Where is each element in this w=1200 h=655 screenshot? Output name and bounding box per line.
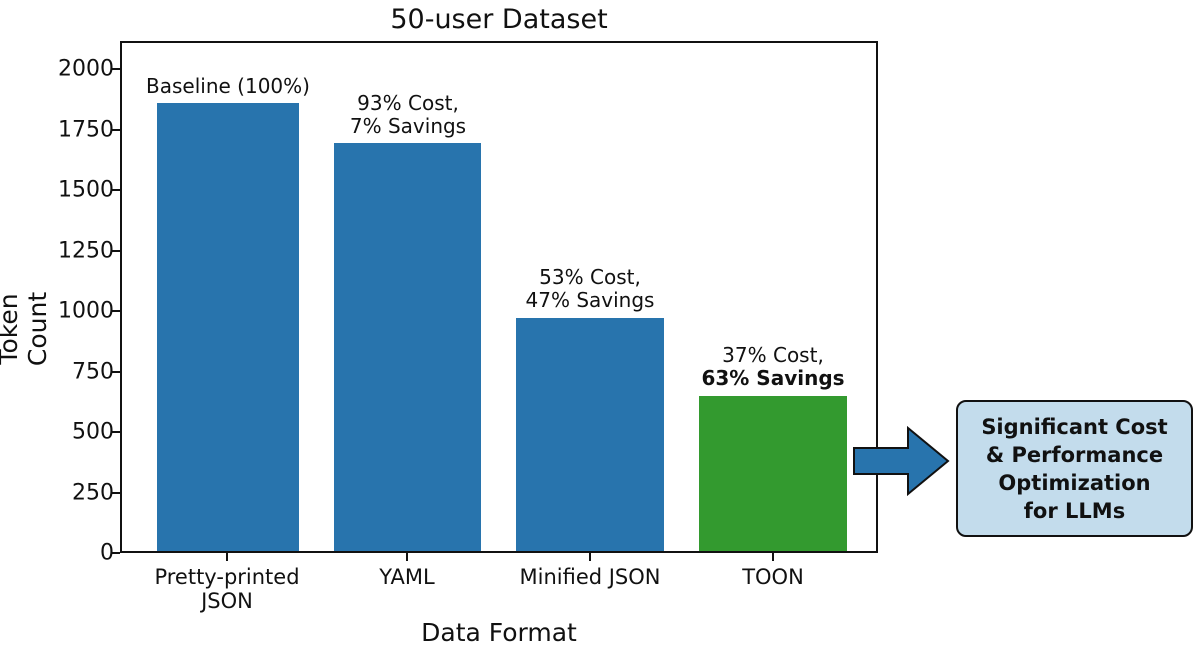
x-tick-label: TOON bbox=[742, 565, 804, 589]
callout-box: Significant Cost & Performance Optimizat… bbox=[956, 400, 1193, 537]
y-tick-mark bbox=[112, 431, 120, 433]
callout-line: Optimization bbox=[998, 470, 1151, 495]
y-tick-label: 1500 bbox=[58, 177, 114, 203]
x-tick-line: JSON bbox=[201, 589, 253, 613]
x-tick-line: Pretty-printed bbox=[154, 565, 300, 589]
x-tick-line: TOON bbox=[742, 565, 804, 589]
y-tick-mark bbox=[112, 128, 120, 131]
y-axis-label: Token Count bbox=[0, 291, 52, 367]
y-tick-mark bbox=[112, 552, 120, 554]
y-tick-label: 750 bbox=[72, 359, 114, 384]
x-tick-label: YAML bbox=[379, 565, 434, 589]
bar-label-line: 93% Cost, bbox=[357, 91, 459, 115]
callout-text: Significant Cost & Performance Optimizat… bbox=[981, 413, 1167, 525]
x-tick-mark bbox=[589, 553, 591, 561]
callout-line: Significant Cost bbox=[981, 414, 1168, 439]
bar-label-line: Baseline (100%) bbox=[146, 74, 310, 98]
callout-line: & Performance bbox=[985, 442, 1164, 467]
right-arrow-icon bbox=[853, 426, 950, 496]
y-tick-mark bbox=[112, 249, 120, 252]
bar-yaml bbox=[334, 143, 481, 553]
x-tick-line: Minified JSON bbox=[519, 565, 661, 589]
bar-label-line: 47% Savings bbox=[525, 288, 655, 312]
x-axis-label: Data Format bbox=[421, 618, 577, 647]
y-tick-mark bbox=[112, 491, 120, 494]
y-tick-mark bbox=[112, 310, 120, 312]
y-tick-label: 1250 bbox=[58, 238, 114, 263]
bar-label-line: 63% Savings bbox=[701, 366, 845, 390]
x-tick-label: Minified JSON bbox=[519, 565, 660, 589]
x-tick-mark bbox=[772, 553, 774, 561]
bar-minified-json bbox=[516, 318, 664, 553]
bar-label-line: 53% Cost, bbox=[539, 265, 641, 289]
x-tick-mark bbox=[226, 553, 228, 561]
y-tick-label: 0 bbox=[100, 540, 114, 566]
x-tick-line: YAML bbox=[379, 565, 435, 589]
y-tick-label: 1750 bbox=[58, 117, 114, 142]
bar-label-toon: 37% Cost, 63% Savings bbox=[701, 344, 844, 390]
bar-toon bbox=[699, 396, 847, 553]
y-tick-mark bbox=[112, 370, 120, 373]
bar-label-line: 7% Savings bbox=[349, 114, 467, 138]
bar-label-minified: 53% Cost, 47% Savings bbox=[526, 266, 655, 312]
bar-label-pretty: Baseline (100%) bbox=[146, 75, 310, 98]
y-tick-label: 250 bbox=[72, 480, 114, 505]
plot-area bbox=[120, 41, 878, 553]
y-tick-mark bbox=[112, 68, 120, 70]
callout-line: for LLMs bbox=[1023, 498, 1126, 523]
chart-title: 50-user Dataset bbox=[390, 4, 608, 35]
bar-label-line: 37% Cost, bbox=[722, 343, 824, 367]
bar-pretty-printed-json bbox=[157, 103, 299, 553]
y-tick-mark bbox=[112, 189, 120, 191]
x-tick-mark bbox=[406, 553, 408, 561]
x-tick-label: Pretty-printed JSON bbox=[154, 565, 299, 613]
bar-label-yaml: 93% Cost, 7% Savings bbox=[350, 92, 466, 138]
y-tick-label: 500 bbox=[72, 419, 114, 445]
y-tick-label: 2000 bbox=[58, 56, 114, 82]
y-tick-label: 1000 bbox=[58, 298, 114, 324]
